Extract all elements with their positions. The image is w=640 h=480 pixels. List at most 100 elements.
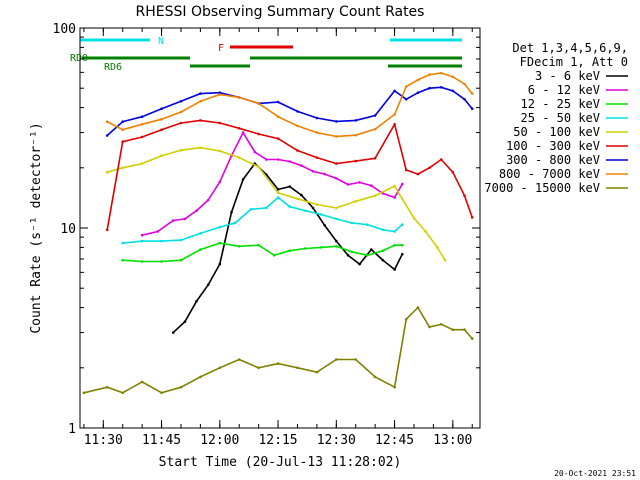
legend-label-5: 100 - 300 keV — [506, 139, 600, 153]
series-8-point-10 — [276, 362, 280, 365]
legend-label-3: 25 - 50 keV — [521, 111, 600, 125]
series-4-point-0 — [105, 170, 109, 174]
series-5-point-1 — [121, 140, 124, 143]
series-4-point-19 — [443, 258, 447, 262]
series-line-7 — [106, 72, 473, 138]
series-0-point-11 — [300, 193, 303, 197]
x-tick-label-4: 12:30 — [317, 433, 356, 448]
series-8-point-23 — [470, 337, 474, 340]
series-2-point-5 — [218, 241, 222, 245]
series-3-point-7 — [249, 208, 253, 211]
flag-label-3: RD6 — [104, 62, 122, 73]
series-7-point-20 — [451, 75, 455, 79]
x-ticks: 11:30 11:45 12:00 12:15 12:30 12:45 13:00 — [83, 28, 473, 448]
series-6-point-15 — [393, 89, 396, 93]
series-0-point-15 — [346, 254, 350, 257]
series-8-point-6 — [199, 375, 202, 379]
series-1-point-21 — [393, 196, 396, 199]
series-2-point-1 — [140, 260, 144, 263]
series-2-point-10 — [303, 247, 307, 250]
legend-label-0: 3 - 6 keV — [535, 69, 600, 83]
series-0-point-16 — [358, 262, 361, 266]
series-4-point-11 — [315, 203, 319, 206]
y-ticks: 1 10 100 — [53, 22, 480, 437]
series-6-point-14 — [373, 114, 377, 117]
series-4-point-1 — [121, 166, 124, 170]
series-1-point-17 — [346, 183, 350, 186]
legend-header-1: FDecim 1, Att 0 — [520, 55, 628, 69]
series-1-point-0 — [140, 233, 144, 237]
legend-label-6: 300 - 800 keV — [506, 153, 600, 167]
series-8-point-5 — [179, 385, 183, 389]
series-8-point-8 — [237, 358, 241, 361]
series-5-point-16 — [404, 168, 408, 172]
series-line-0 — [172, 162, 404, 334]
series-8-point-16 — [393, 385, 396, 389]
series-5-point-3 — [160, 128, 163, 131]
series-4-point-13 — [354, 200, 358, 203]
series-6-point-12 — [335, 120, 338, 123]
series-4-point-6 — [218, 149, 222, 153]
series-0-point-0 — [171, 331, 175, 334]
series-0-point-4 — [218, 262, 222, 266]
series-0-point-10 — [288, 185, 292, 188]
series-line-6 — [106, 86, 473, 137]
series-1-point-22 — [401, 182, 404, 186]
series-1-point-8 — [241, 131, 245, 134]
series-0-point-13 — [323, 224, 327, 227]
series-4-point-2 — [140, 162, 144, 165]
series-8-point-19 — [428, 325, 431, 329]
series-8-point-13 — [335, 358, 338, 361]
series-2-point-7 — [257, 243, 260, 247]
legend-label-8: 7000 - 15000 keV — [484, 181, 600, 195]
series-8-point-15 — [373, 375, 377, 379]
series-7-point-16 — [404, 85, 408, 88]
series-1-point-18 — [358, 181, 361, 184]
series-8-point-1 — [105, 385, 109, 389]
series-5-point-20 — [451, 170, 455, 174]
series-1-point-3 — [183, 217, 187, 221]
series-line-4 — [106, 146, 446, 261]
series-7-point-19 — [439, 71, 443, 75]
series-6-point-10 — [296, 110, 299, 113]
series-4-point-9 — [276, 191, 280, 195]
y-tick-label-0: 1 — [68, 422, 76, 437]
series-5-point-13 — [354, 159, 358, 163]
series-0-point-3 — [206, 283, 210, 287]
series-7-point-3 — [160, 117, 163, 121]
series-5-point-7 — [237, 127, 241, 130]
series-1-point-4 — [195, 209, 198, 212]
x-tick-label-1: 11:45 — [142, 433, 181, 448]
x-tick-label-5: 12:45 — [375, 433, 414, 448]
series-8-point-0 — [82, 391, 86, 395]
series-7-point-14 — [373, 127, 377, 131]
series-7-point-13 — [354, 133, 358, 137]
series-3-point-13 — [335, 217, 338, 221]
series-2-point-8 — [272, 254, 276, 257]
series-3-point-8 — [265, 206, 268, 210]
timestamp: 20-Oct-2021 23:51 — [554, 469, 636, 478]
series-layer — [82, 71, 474, 395]
series-3-point-2 — [160, 239, 163, 243]
legend-label-2: 12 - 25 keV — [521, 97, 600, 111]
series-1-point-16 — [335, 177, 338, 180]
series-5-point-5 — [199, 119, 202, 122]
series-7-point-12 — [335, 135, 338, 138]
series-7-point-7 — [237, 96, 241, 99]
flag-label-0: N — [158, 36, 164, 47]
series-7-point-4 — [179, 110, 183, 114]
legend-label-7: 800 - 7000 keV — [499, 167, 600, 181]
series-0-point-19 — [393, 268, 396, 271]
series-4-point-16 — [412, 216, 416, 220]
series-7-point-10 — [296, 124, 299, 128]
series-6-point-21 — [463, 98, 466, 101]
legend-label-4: 50 - 100 keV — [513, 125, 600, 139]
series-6-point-16 — [404, 98, 408, 101]
series-7-point-5 — [199, 100, 202, 103]
series-3-point-15 — [366, 223, 369, 226]
series-7-point-11 — [315, 131, 319, 134]
series-0-point-6 — [241, 178, 245, 181]
series-6-point-17 — [416, 91, 420, 94]
series-5-point-15 — [393, 123, 396, 126]
